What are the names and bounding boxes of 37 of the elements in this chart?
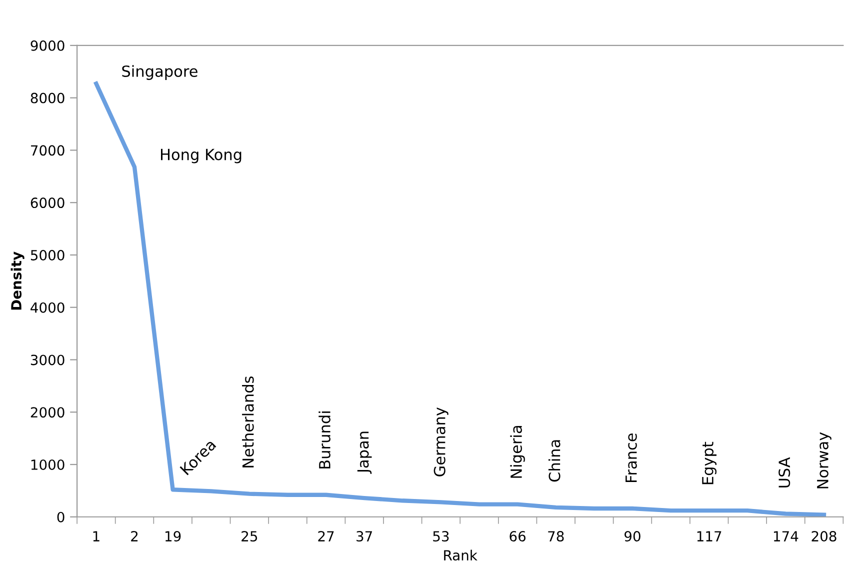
y-tick-label: 8000 bbox=[30, 92, 64, 104]
y-tick-label: 4000 bbox=[30, 302, 64, 313]
y-tick-label: 1000 bbox=[31, 459, 64, 470]
x-tick-label: 174 bbox=[774, 531, 798, 542]
y-tick-label: 6000 bbox=[30, 198, 64, 208]
y-tick-label: 3000 bbox=[30, 354, 64, 366]
y-tick-label: 9000 bbox=[30, 40, 64, 51]
annotation: Burundi bbox=[318, 412, 330, 468]
x-tick-label: 1 bbox=[93, 531, 100, 542]
x-tick-label: 25 bbox=[242, 531, 258, 542]
annotation: France bbox=[626, 434, 637, 482]
y-tick-label: 5000 bbox=[30, 250, 64, 260]
x-tick-label: 2 bbox=[131, 531, 138, 542]
x-tick-label: 117 bbox=[697, 531, 722, 542]
annotation: Nigeria bbox=[510, 426, 525, 478]
x-tick-label: 90 bbox=[624, 531, 640, 542]
x-tick-label: 66 bbox=[510, 531, 526, 542]
annotation: Norway bbox=[817, 432, 832, 488]
x-axis-title: Rank bbox=[444, 550, 478, 561]
x-tick-label: 53 bbox=[433, 531, 449, 542]
y-tick-label: 7000 bbox=[31, 145, 64, 156]
x-tick-label: 208 bbox=[812, 531, 836, 542]
annotation: Netherlands bbox=[242, 376, 254, 468]
x-tick-label: 37 bbox=[356, 531, 372, 542]
y-tick-label: 2000 bbox=[30, 407, 64, 418]
annotation: Germany bbox=[434, 407, 448, 476]
annotation: Hong Kong bbox=[161, 148, 242, 164]
annotation: Singapore bbox=[122, 65, 198, 80]
x-tick-label: 27 bbox=[318, 531, 334, 542]
y-tick-label: 0 bbox=[57, 512, 64, 522]
annotation: Japan bbox=[357, 432, 372, 474]
x-tick-label: 19 bbox=[165, 531, 181, 542]
x-tick-label: 78 bbox=[548, 531, 564, 542]
annotation: USA bbox=[778, 457, 790, 488]
y-axis-title: Density bbox=[10, 252, 24, 310]
annotation: Egypt bbox=[702, 442, 716, 484]
annotation: China bbox=[548, 440, 560, 482]
